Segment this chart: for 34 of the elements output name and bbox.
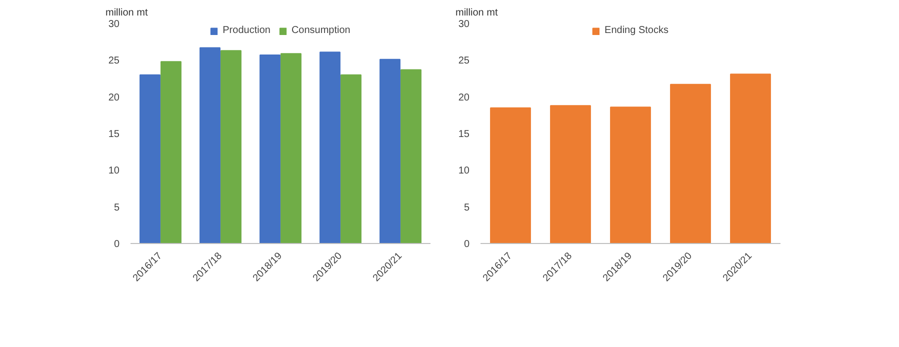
- legend-label: Ending Stocks: [604, 25, 668, 36]
- bar: [140, 74, 160, 244]
- y-tick-label: 5: [114, 202, 120, 214]
- y-tick-label: 0: [464, 239, 470, 250]
- bar: [550, 105, 591, 244]
- y-tick-label: 15: [108, 129, 120, 140]
- bar: [400, 69, 422, 244]
- bar: [340, 74, 362, 244]
- legend-label: Production: [222, 25, 270, 36]
- bar: [160, 61, 182, 244]
- legend-label: Consumption: [291, 25, 350, 36]
- y-tick-label: 15: [458, 129, 470, 140]
- y-tick-label: 20: [108, 92, 120, 104]
- bar: [730, 74, 771, 244]
- bar: [220, 50, 242, 244]
- y-tick-label: 25: [108, 56, 120, 67]
- y-tick-label: 10: [108, 166, 120, 177]
- y-axis-title: million mt: [456, 8, 498, 18]
- bar: [380, 58, 400, 244]
- y-tick-label: 30: [108, 19, 120, 30]
- y-tick-label: 0: [114, 239, 120, 250]
- bar: [670, 84, 711, 244]
- bar: [280, 53, 302, 244]
- y-tick-label: 10: [458, 166, 470, 177]
- y-tick-label: 5: [464, 202, 470, 214]
- y-tick-label: 20: [458, 92, 470, 104]
- bar: [320, 52, 340, 244]
- bar: [490, 107, 531, 244]
- bar: [260, 54, 280, 244]
- bar: [610, 106, 651, 244]
- y-tick-label: 30: [458, 19, 470, 30]
- bar: [200, 47, 220, 244]
- y-tick-label: 25: [458, 56, 470, 67]
- y-axis-title: million mt: [106, 8, 148, 18]
